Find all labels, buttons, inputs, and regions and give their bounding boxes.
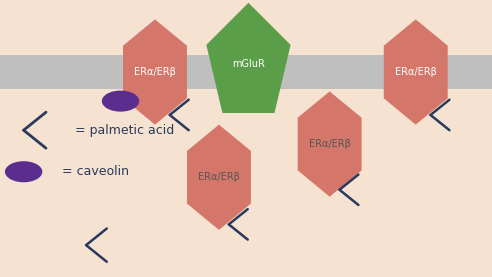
Circle shape xyxy=(5,161,42,182)
Text: = caveolin: = caveolin xyxy=(62,165,129,178)
Polygon shape xyxy=(206,3,291,113)
Polygon shape xyxy=(123,19,187,125)
Circle shape xyxy=(102,91,139,112)
Text: ERα/ERβ: ERα/ERβ xyxy=(198,172,240,182)
Polygon shape xyxy=(384,19,448,125)
Text: = palmetic acid: = palmetic acid xyxy=(75,124,175,137)
Text: mGluR: mGluR xyxy=(232,59,265,69)
Polygon shape xyxy=(298,91,362,197)
Bar xyxy=(0,55,492,89)
Text: ERα/ERβ: ERα/ERβ xyxy=(395,67,437,77)
Text: ERα/ERβ: ERα/ERβ xyxy=(134,67,176,77)
Polygon shape xyxy=(187,125,251,230)
Text: ERα/ERβ: ERα/ERβ xyxy=(308,139,351,149)
